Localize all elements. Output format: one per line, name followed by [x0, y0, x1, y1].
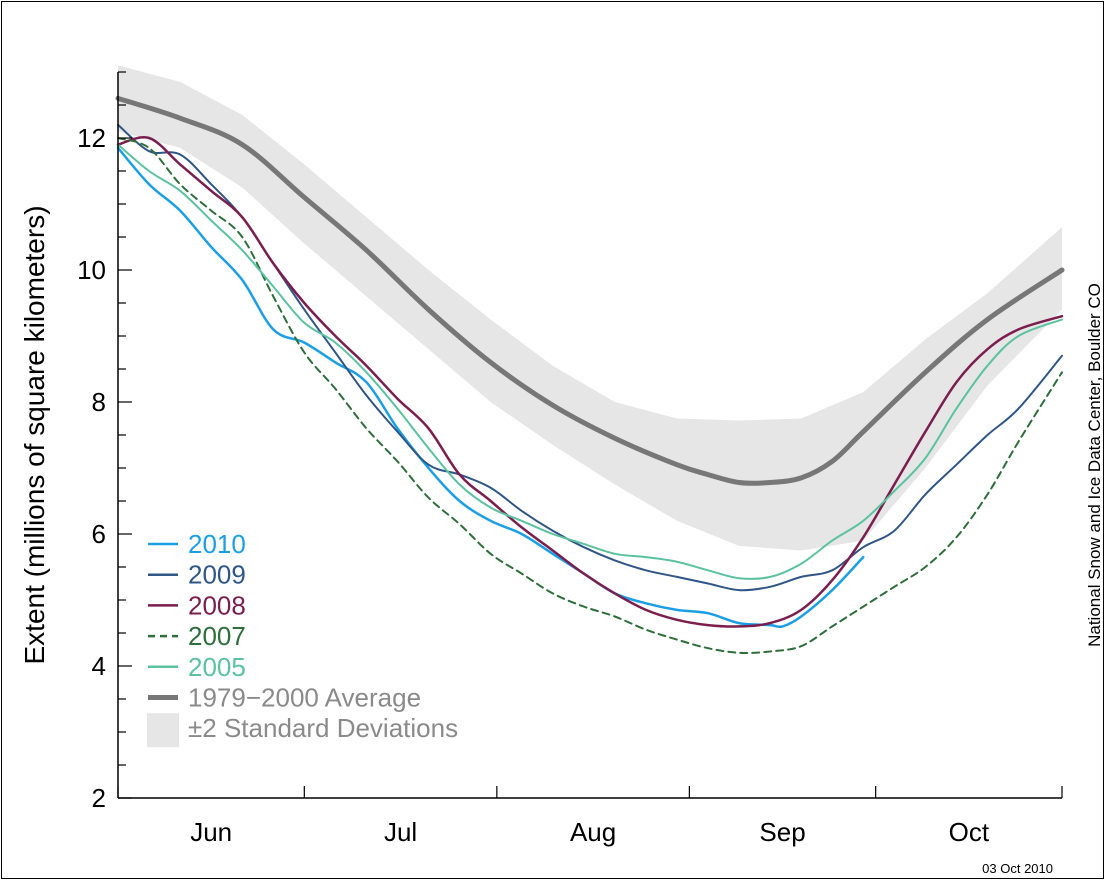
- x-tick-label: Jun: [190, 817, 232, 847]
- series-line-2005: [117, 143, 1063, 580]
- legend-label-2008: 2008: [188, 590, 246, 620]
- y-tick-label: 4: [92, 651, 106, 681]
- series-layer: [115, 95, 1065, 654]
- date-stamp: 03 Oct 2010: [982, 861, 1053, 876]
- legend-label-2-standard-deviations: ±2 Standard Deviations: [188, 713, 458, 743]
- x-tick-label: Aug: [570, 817, 616, 847]
- credit-text: National Snow and Ice Data Center, Bould…: [1085, 283, 1104, 647]
- legend-swatch-2-standard-deviations: [147, 713, 179, 748]
- std-dev-band: [118, 65, 1062, 551]
- std-dev-band-layer: [118, 65, 1062, 551]
- y-tick-label: 6: [92, 519, 106, 549]
- y-axis-label: Extent (millions of square kilometers): [19, 205, 50, 664]
- y-tick-layer: 2 4 6 8 10 12: [77, 71, 132, 813]
- legend-label-2007: 2007: [188, 621, 246, 651]
- legend-label-2009: 2009: [188, 560, 246, 590]
- y-tick-label: 10: [77, 255, 106, 285]
- series-line-2010: [116, 146, 865, 629]
- legend-label-2010: 2010: [188, 529, 246, 559]
- x-tick-layer: Jun Jul Aug Sep Oct: [117, 786, 1063, 847]
- series-line-2007: [117, 137, 1063, 654]
- series-line-1979-2000-average: [115, 95, 1065, 486]
- legend-label-2005: 2005: [188, 652, 246, 682]
- legend-label-1979-2000-average: 1979−2000 Average: [188, 683, 421, 713]
- x-tick-label: Sep: [759, 817, 805, 847]
- y-tick-label: 2: [92, 783, 106, 813]
- y-tick-label: 12: [77, 123, 106, 153]
- y-tick-label: 8: [92, 387, 106, 417]
- x-tick-label: Jul: [384, 817, 417, 847]
- x-tick-label: Oct: [949, 817, 990, 847]
- series-line-2008: [116, 136, 1064, 628]
